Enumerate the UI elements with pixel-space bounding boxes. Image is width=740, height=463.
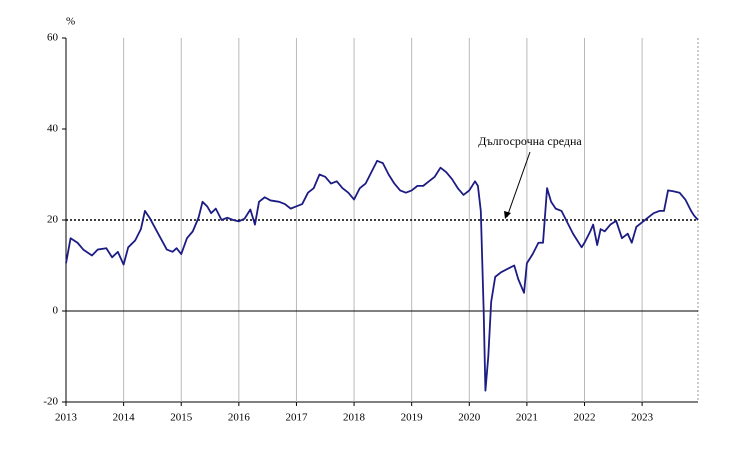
arrow-head [504,211,511,219]
y-tick-label: 0 [53,305,59,317]
y-tick-label: 60 [47,32,59,44]
x-tick-label: 2014 [113,412,136,424]
x-tick-label: 2018 [343,412,366,424]
y-unit-label: % [66,16,75,28]
x-tick-label: 2015 [170,412,193,424]
annotation-arrow [506,151,531,218]
x-tick-label: 2017 [285,412,308,424]
x-tick-label: 2021 [516,412,538,424]
y-tick-label: 20 [47,214,59,226]
x-tick-label: 2016 [228,412,251,424]
y-tick-label: -20 [43,396,58,408]
x-tick-label: 2013 [55,412,78,424]
reference-label: Дългосрочна средна [478,134,582,148]
x-tick-label: 2022 [574,412,596,424]
data-line [65,159,699,392]
y-tick-label: 40 [47,123,59,135]
x-tick-label: 2020 [458,412,481,424]
x-tick-label: 2023 [631,412,654,424]
x-tick-label: 2019 [401,412,424,424]
